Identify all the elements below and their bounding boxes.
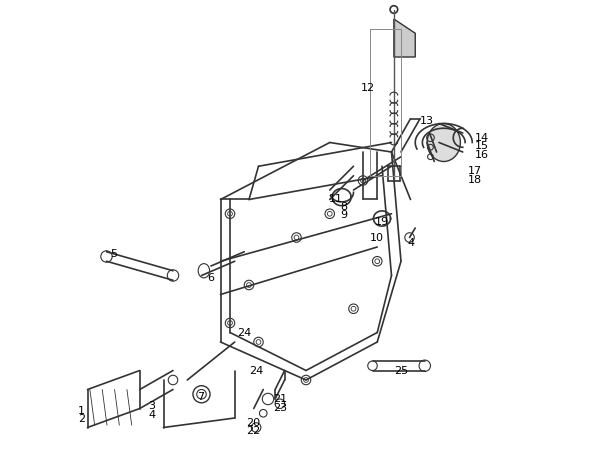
Text: 4: 4 [407,238,414,248]
Text: 19: 19 [375,217,389,228]
Text: 21: 21 [273,394,287,404]
Text: 6: 6 [207,273,214,283]
Text: 22: 22 [245,426,260,437]
Text: 24: 24 [237,327,252,338]
Text: 24: 24 [249,365,263,376]
Text: 7: 7 [197,391,204,402]
Text: 14: 14 [475,133,489,143]
Ellipse shape [427,124,460,162]
Text: 12: 12 [360,83,375,93]
Text: 17: 17 [468,166,482,176]
Polygon shape [394,19,416,57]
Text: 15: 15 [475,141,489,152]
Text: 23: 23 [273,402,287,413]
Text: 9: 9 [340,209,348,220]
Text: 3: 3 [148,401,155,411]
Text: 16: 16 [475,150,489,160]
Text: 18: 18 [468,174,482,185]
Text: 10: 10 [370,233,384,244]
Text: 4: 4 [148,409,155,420]
Text: 13: 13 [420,116,434,126]
Text: 1: 1 [78,406,85,416]
Text: 25: 25 [394,365,408,376]
Text: 11: 11 [329,193,343,204]
Text: 8: 8 [340,201,348,212]
Text: 20: 20 [246,418,260,428]
Text: 5: 5 [110,249,117,259]
Text: 2: 2 [78,414,85,424]
